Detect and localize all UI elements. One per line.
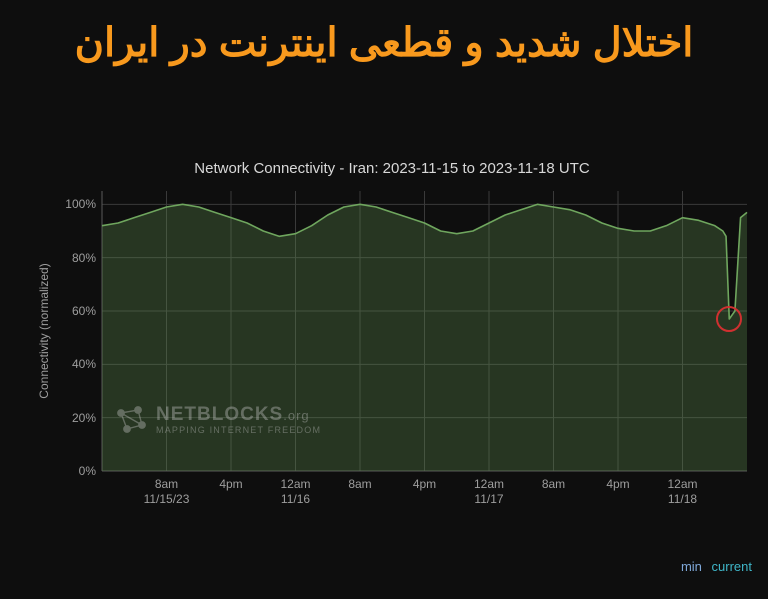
watermark-suffix: .org — [283, 408, 309, 423]
x-tick-label: 4pm — [413, 477, 436, 492]
network-icon — [114, 405, 148, 435]
x-tick-label: 4pm — [606, 477, 629, 492]
y-tick-label: 40% — [60, 357, 96, 371]
chart-legend: min current — [675, 559, 752, 574]
y-axis-label: Connectivity (normalized) — [37, 263, 51, 398]
x-tick-label: 8am — [348, 477, 371, 492]
legend-min: min — [681, 559, 702, 574]
watermark-brand: NETBLOCKS — [156, 404, 283, 425]
x-tick-label: 12am11/17 — [474, 477, 504, 507]
y-tick-label: 60% — [60, 304, 96, 318]
headline: اختلال شدید و قطعی اینترنت در ایران — [0, 0, 768, 74]
x-tick-label: 4pm — [219, 477, 242, 492]
chart-plot-area: Connectivity (normalized) — [102, 191, 747, 471]
y-tick-label: 0% — [60, 464, 96, 478]
x-tick-label: 12am11/18 — [667, 477, 697, 507]
y-tick-label: 20% — [60, 411, 96, 425]
x-tick-label: 8am11/15/23 — [144, 477, 190, 507]
watermark-text: NETBLOCKS.org MAPPING INTERNET FREEDOM — [156, 405, 321, 435]
legend-current: current — [712, 559, 752, 574]
watermark-tagline: MAPPING INTERNET FREEDOM — [156, 426, 321, 435]
netblocks-watermark: NETBLOCKS.org MAPPING INTERNET FREEDOM — [114, 405, 321, 435]
connectivity-chart: Network Connectivity - Iran: 2023-11-15 … — [32, 160, 752, 560]
x-tick-label: 8am — [542, 477, 565, 492]
x-tick-label: 12am11/16 — [280, 477, 310, 507]
chart-title: Network Connectivity - Iran: 2023-11-15 … — [32, 160, 752, 177]
y-tick-label: 100% — [60, 197, 96, 211]
y-tick-label: 80% — [60, 251, 96, 265]
